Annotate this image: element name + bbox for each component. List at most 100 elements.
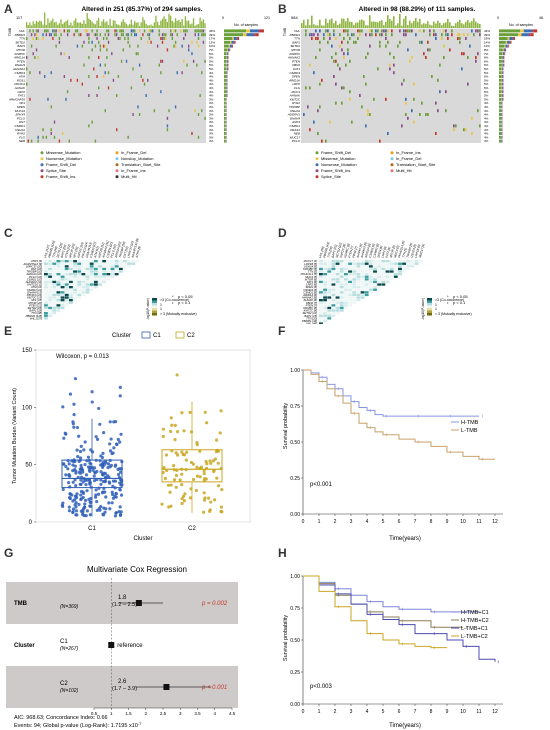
- heatmap-cell: [102, 262, 107, 265]
- mutation-cell: [317, 132, 319, 135]
- sig-legend-p05: p < 0.05: [178, 294, 193, 299]
- mutation-cell: [96, 75, 98, 78]
- mutation-cell: [91, 48, 93, 52]
- tmb-axis-label: TMB: [282, 27, 287, 36]
- mutation-cell: [140, 37, 142, 40]
- heatmap-cell: [60, 283, 65, 286]
- heatmap-cell: [335, 299, 340, 302]
- heatmap-cell: [64, 270, 69, 273]
- mutation-cell: [138, 63, 141, 67]
- tmb-bar: [365, 25, 367, 28]
- legend-swatch: [175, 331, 185, 339]
- heatmap-cell: [368, 265, 373, 268]
- mutation-cell: [93, 33, 95, 37]
- mutation-cell: [170, 33, 172, 37]
- heatmap-cell: [377, 270, 382, 273]
- mutation-cell: [202, 33, 205, 37]
- heatmap-cell: [368, 288, 373, 291]
- heatmap-cell: [323, 312, 328, 315]
- forest-x-tick-label: 2: [144, 711, 147, 716]
- legend-label: In_Frame_Ins: [396, 150, 421, 155]
- pct-label: 4%: [484, 139, 489, 143]
- data-point: [95, 508, 99, 512]
- heatmap-cell: [352, 265, 357, 268]
- data-point: [106, 465, 110, 470]
- sample-count-bar-segment: [501, 113, 503, 116]
- sample-count-bar-segment: [502, 59, 504, 63]
- heatmap-cell: [335, 291, 340, 294]
- data-point: [212, 469, 216, 474]
- heatmap-cell: [356, 267, 361, 271]
- heatmap-cell: [60, 296, 65, 299]
- mutation-cell: [27, 139, 30, 143]
- mutation-cell: [86, 29, 88, 33]
- heatmap-cell: [331, 288, 336, 291]
- mutation-cell: [55, 29, 57, 33]
- heatmap-cell: [402, 270, 407, 273]
- heatmap-cell: [331, 314, 336, 317]
- pct-label: 4%: [484, 124, 489, 128]
- heatmap-cell: [48, 293, 53, 297]
- tmb-bar: [66, 19, 69, 28]
- panel-label-b: B: [278, 2, 287, 16]
- heatmap-cell: [89, 262, 94, 265]
- y-tick-label: 1.00: [290, 574, 300, 580]
- tmb-bar: [50, 20, 52, 28]
- tmb-bar: [443, 23, 445, 28]
- heatmap-cell: [68, 293, 73, 297]
- mutation-cell: [58, 139, 61, 143]
- mutation-cell: [461, 52, 463, 56]
- mutation-cell: [303, 113, 305, 116]
- mutation-cell: [75, 29, 77, 33]
- heatmap-cell: [352, 286, 357, 289]
- heatmap-cell: [381, 283, 386, 286]
- mutation-cell: [473, 33, 475, 37]
- heatmap-cell: [356, 280, 361, 284]
- pct-label: 5%: [484, 90, 489, 94]
- mutation-cell: [349, 97, 351, 101]
- sample-count-bar-segment: [501, 135, 503, 139]
- heatmap-cell: [48, 288, 53, 291]
- heatmap-cell: [335, 306, 340, 310]
- mutation-cell: [129, 44, 131, 48]
- km-curve-panel-h: 0.000.250.500.751.000 1 2 3 4 5 6 7 8 9 10 11 12 H-T…: [283, 574, 503, 729]
- heatmap-cell: [68, 299, 73, 302]
- heatmap-cell: [323, 267, 328, 271]
- tmb-bar: [477, 23, 479, 28]
- heatmap-cell: [410, 262, 415, 265]
- data-point: [115, 442, 119, 447]
- heatmap-cell: [393, 262, 398, 265]
- heatmap-cell: [73, 283, 77, 286]
- heatmap-cell: [77, 293, 82, 297]
- tmb-bar: [453, 25, 455, 28]
- heatmap-cell: [68, 273, 73, 276]
- column-label: PIK3CA [14]: [81, 241, 89, 258]
- heatmap-cell: [381, 275, 386, 278]
- heatmap-cell: [44, 291, 48, 294]
- gene-label: NEB: [19, 139, 25, 143]
- heatmap-cell: [319, 288, 323, 291]
- heatmap-cell: [81, 280, 86, 284]
- mutation-cell: [319, 48, 321, 52]
- data-point: [94, 435, 98, 439]
- data-point: [82, 448, 86, 452]
- mutation-cell: [188, 48, 190, 52]
- scale-axis-label: -log10(P-value): [421, 298, 425, 320]
- data-point: [182, 453, 186, 457]
- heatmap-cell: [85, 260, 90, 263]
- heatmap-cell: [48, 291, 53, 294]
- heatmap-cell: [98, 270, 102, 273]
- mutation-cell: [457, 37, 459, 40]
- data-point: [170, 423, 174, 427]
- gene-label: BAP1: [292, 40, 300, 44]
- heatmap-cell: [85, 265, 90, 268]
- data-point: [71, 510, 75, 514]
- mutation-cell: [305, 33, 307, 37]
- tmb-bar: [457, 21, 459, 28]
- heatmap-cell: [331, 270, 336, 273]
- tmb-bar: [351, 21, 353, 28]
- mutation-cell: [399, 29, 401, 33]
- tmb-bar: [153, 22, 155, 28]
- mutation-cell: [331, 56, 333, 59]
- heatmap-cell: [331, 280, 336, 284]
